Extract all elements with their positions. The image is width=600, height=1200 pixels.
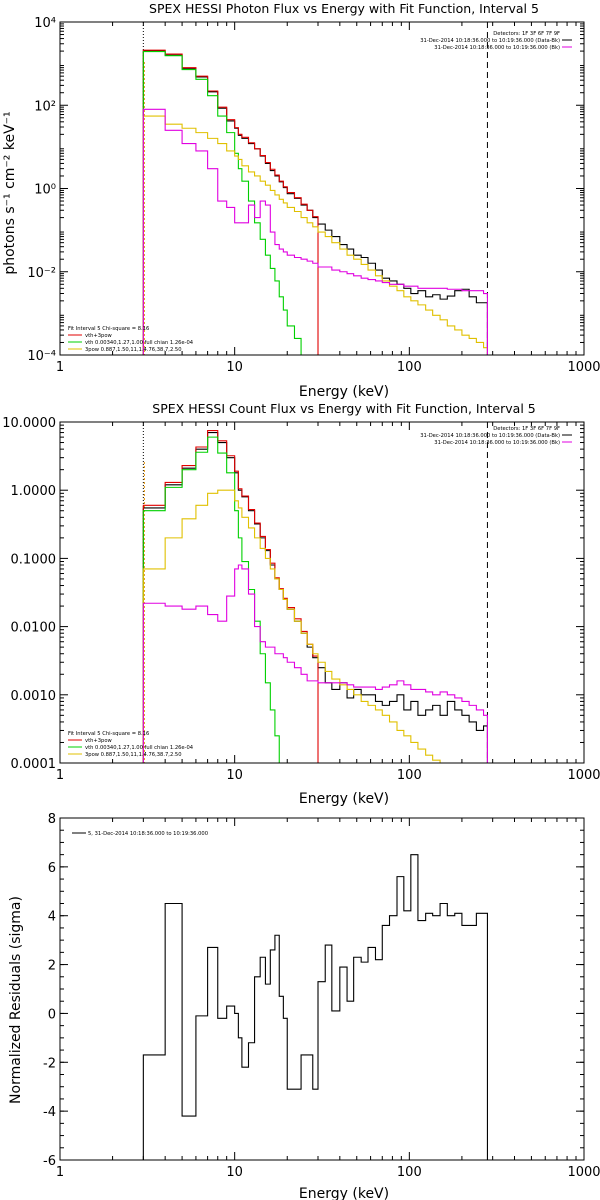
axis-ticks: 1 10 100 1000 -6 -4 -2 0 2 4 6 8	[43, 812, 600, 1180]
legend-entry: 31-Dec-2014 10:18:36.000 to 10:19:36.000…	[434, 45, 560, 51]
y-tick-label: 4	[48, 910, 56, 925]
x-tick-label: 1000	[567, 1165, 600, 1180]
photon-flux-panel: SPEX HESSI Photon Flux vs Energy with Fi…	[2, 1, 600, 400]
plot-frame	[59, 421, 585, 764]
y-tick-label: 0.1000	[11, 552, 57, 567]
series-line-background	[142, 108, 488, 355]
legend-entry: vth+3pow	[85, 333, 113, 339]
x-tick-label: 10	[226, 1165, 243, 1180]
y-tick-label: 10⁻⁴	[27, 349, 56, 364]
y-tick-label: 10.0000	[2, 416, 56, 431]
y-tick-label: 0.0010	[11, 689, 57, 704]
y-tick-label: 0	[48, 1007, 56, 1022]
legend-header: Fit Interval 5 Chi-square = 8.16	[68, 731, 149, 737]
series-line-thermal	[142, 51, 308, 356]
series-group	[142, 429, 488, 764]
legend-header: Fit Interval 5 Chi-square = 8.16	[68, 326, 149, 332]
legend-entry: 3pow 0.887,1.50,11,1.4.76,38.7,2.50	[85, 347, 182, 353]
y-axis-label: Normalized Residuals (sigma)	[8, 896, 24, 1104]
x-tick-label: 1	[56, 768, 64, 783]
plot-frame	[59, 817, 585, 1161]
x-axis-label: Energy (keV)	[299, 384, 389, 400]
legend-entry: 31-Dec-2014 10:18:36.000 to 10:19:36.000…	[434, 440, 560, 446]
y-tick-label: 8	[48, 812, 56, 827]
legend-entry: 3pow 0.887,1.50,11,1.4.76,38.7,2.50	[85, 752, 182, 758]
legend-right: Detectors: 1F 3F 6F 7F 9F 31-Dec-2014 10…	[420, 31, 572, 51]
x-tick-label: 100	[397, 360, 422, 375]
y-tick-label: -6	[43, 1154, 56, 1169]
y-tick-label: 2	[48, 959, 56, 974]
y-tick-label: -4	[43, 1105, 56, 1120]
x-tick-label: 100	[397, 768, 422, 783]
count-flux-panel: SPEX HESSI Count Flux vs Energy with Fit…	[2, 401, 600, 807]
x-tick-label: 1	[56, 1165, 64, 1180]
legend-entry: 31-Dec-2014 10:18:36.000 to 10:19:36.000…	[420, 38, 560, 44]
series-line-total	[142, 49, 319, 355]
series-line-powerlaw	[142, 489, 462, 764]
y-tick-label: 0.0100	[11, 621, 57, 636]
legend-right: Detectors: 1F 3F 6F 7F 9F 31-Dec-2014 10…	[420, 426, 572, 446]
y-tick-label: 10⁻²	[27, 266, 56, 281]
series-line-background	[142, 564, 488, 763]
legend-entry: vth 0.00340,1.27,1.00 full chian 1.26e-0…	[85, 340, 194, 346]
x-tick-label: 1000	[567, 360, 600, 375]
legend-header: Detectors: 1F 3F 6F 7F 9F	[493, 31, 560, 37]
series-line-total	[142, 429, 319, 763]
y-axis-label: photons s⁻¹ cm⁻² keV⁻¹	[2, 111, 18, 274]
series-line-residuals	[142, 854, 488, 1160]
plot-frame	[59, 21, 585, 356]
chart-title: SPEX HESSI Count Flux vs Energy with Fit…	[152, 401, 535, 416]
series-group	[142, 49, 488, 356]
series-line-data	[142, 432, 488, 763]
y-tick-label: 1.0000	[11, 484, 57, 499]
legend-header: Detectors: 1F 3F 6F 7F 9F	[493, 426, 560, 432]
series-line-powerlaw	[142, 115, 488, 355]
legend-entry: vth 0.00340,1.27,1.00 full chian 1.26e-0…	[85, 745, 194, 751]
y-tick-label: -2	[43, 1056, 56, 1071]
y-tick-label: 10⁴	[34, 16, 56, 31]
x-tick-label: 10	[226, 360, 243, 375]
axis-ticks: 1 10 100 1000 0.0001 0.0010 0.0100 0.1000 1.0000…	[2, 416, 600, 783]
y-tick-label: 0.0001	[11, 757, 57, 772]
legend: 5, 31-Dec-2014 10:18:36.000 to 10:19:36.…	[72, 831, 208, 837]
y-tick-label: 10⁰	[34, 183, 56, 198]
x-tick-label: 10	[226, 768, 243, 783]
x-tick-label: 100	[397, 1165, 422, 1180]
series-line-data	[142, 50, 488, 355]
legend-entry: 31-Dec-2014 10:18:36.000 to 10:19:36.000…	[420, 433, 560, 439]
x-tick-label: 1	[56, 360, 64, 375]
legend-left: Fit Interval 5 Chi-square = 8.16 vth+3po…	[68, 326, 194, 353]
series-group	[142, 854, 488, 1160]
residuals-panel: Normalized Residuals (sigma) Energy (keV…	[8, 812, 600, 1200]
legend-entry: 5, 31-Dec-2014 10:18:36.000 to 10:19:36.…	[88, 831, 208, 837]
legend-left: Fit Interval 5 Chi-square = 8.16 vth+3po…	[68, 731, 194, 758]
chart-title: SPEX HESSI Photon Flux vs Energy with Fi…	[149, 1, 539, 16]
x-axis-label: Energy (keV)	[299, 791, 389, 807]
y-tick-label: 10²	[34, 99, 56, 114]
legend-entry: vth+3pow	[85, 738, 113, 744]
x-axis-label: Energy (keV)	[299, 1186, 389, 1200]
axis-ticks: 1 10 100 1000 10⁻⁴ 10⁻² 10⁰ 10² 10⁴	[27, 16, 600, 375]
x-tick-label: 1000	[567, 768, 600, 783]
y-tick-label: 6	[48, 861, 56, 876]
series-line-thermal	[142, 436, 288, 764]
